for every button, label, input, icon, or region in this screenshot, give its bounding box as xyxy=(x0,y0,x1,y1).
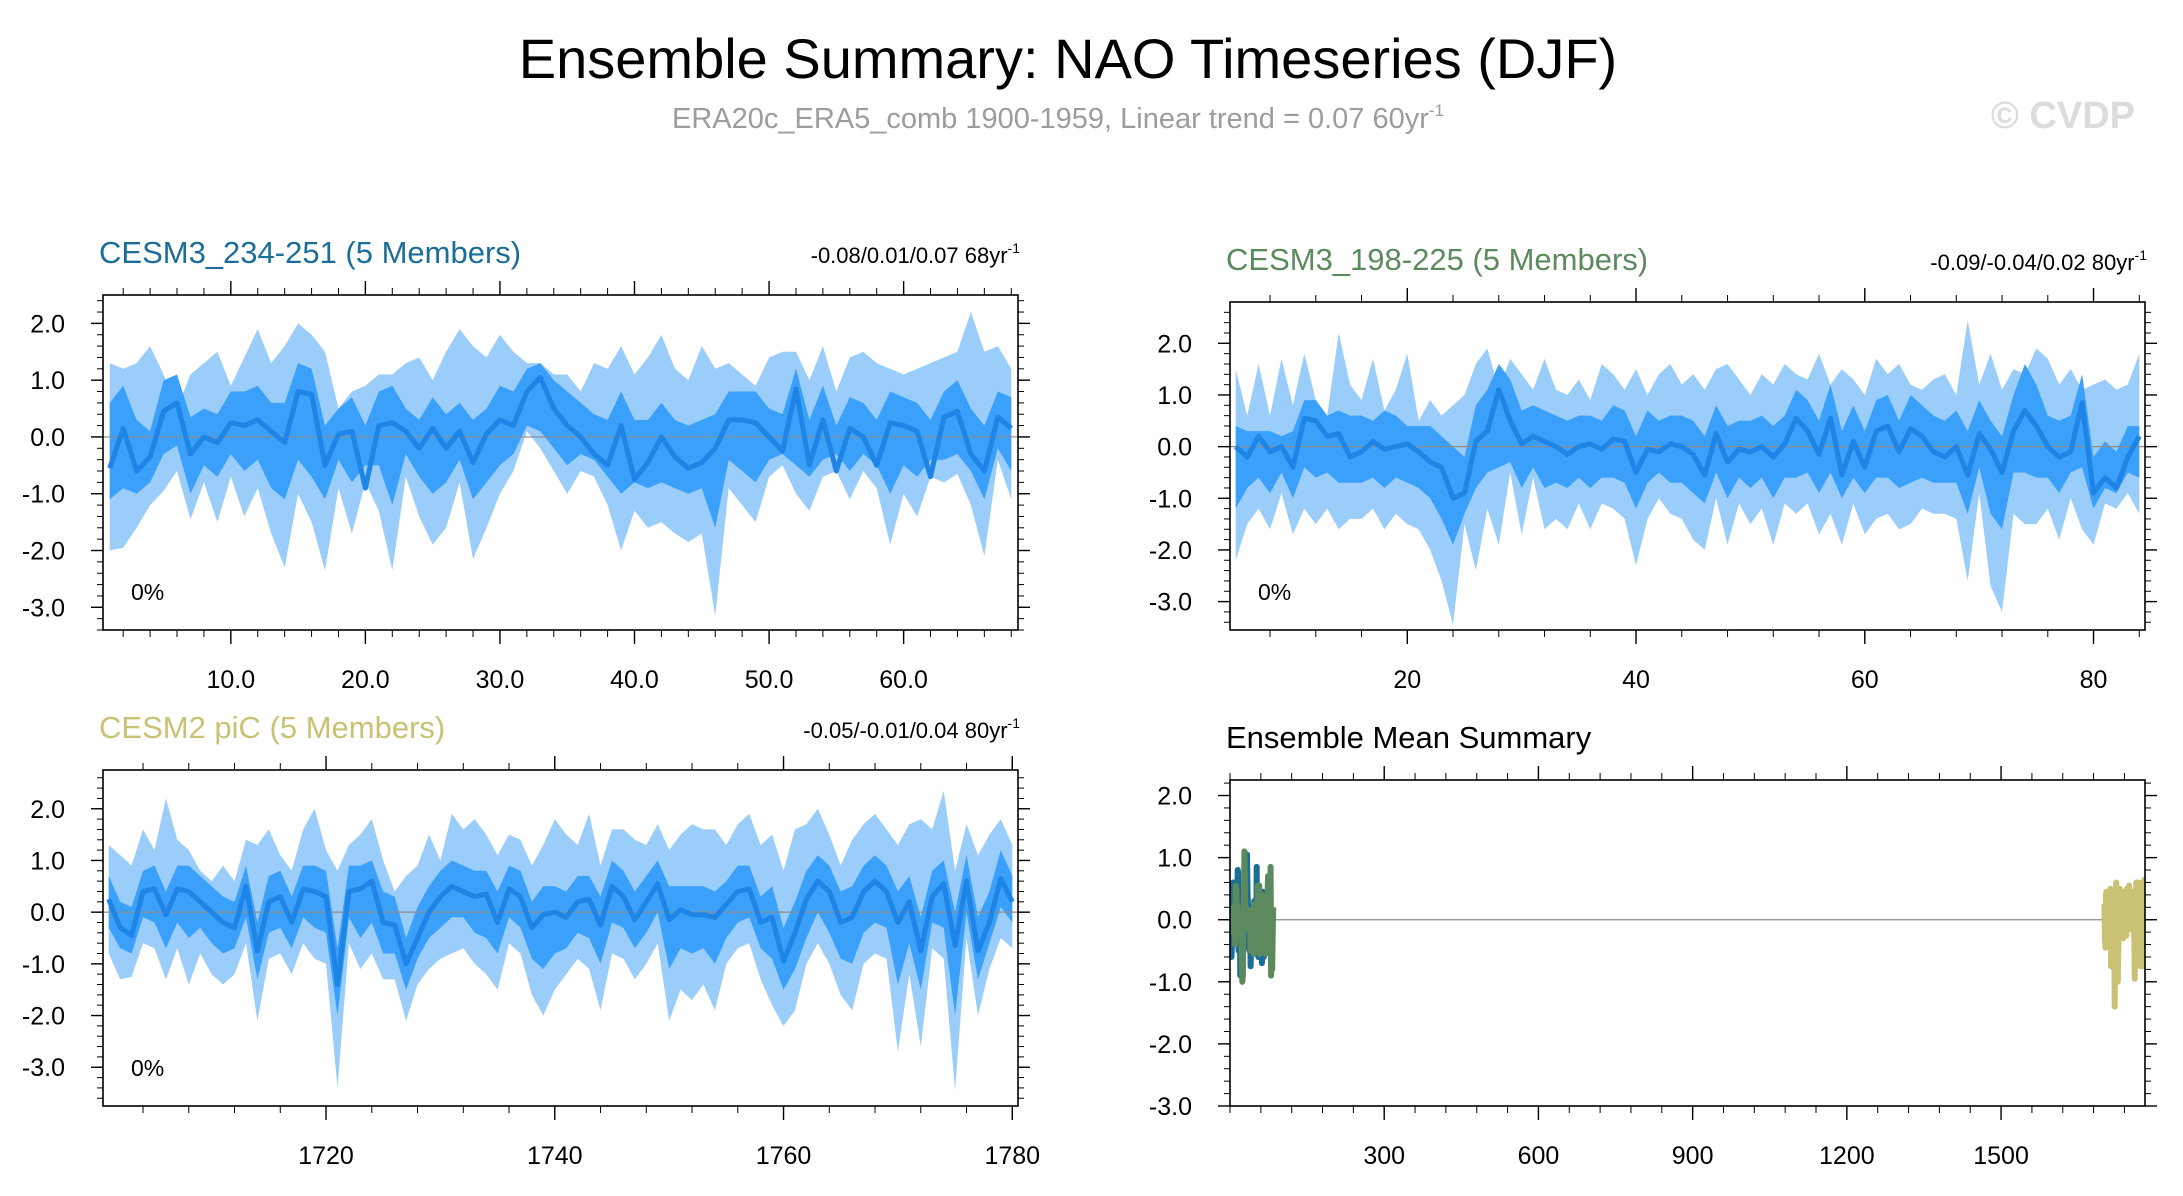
series-line xyxy=(1230,848,1277,985)
x-tick-label: 40 xyxy=(1622,666,1650,694)
y-tick-label: 2.0 xyxy=(1157,330,1192,358)
ensemble-mean-line xyxy=(107,374,1013,491)
plot-area xyxy=(1230,848,2145,1010)
plot-area xyxy=(1230,320,2145,625)
y-tick-label: -3.0 xyxy=(22,1054,65,1082)
y-tick-label: -1.0 xyxy=(22,481,65,509)
x-tick-label: 1500 xyxy=(1973,1142,2029,1170)
panel-title: CESM3_234-251 (5 Members) xyxy=(99,235,521,270)
y-tick-label: -1.0 xyxy=(1149,969,1192,997)
percent-label: 0% xyxy=(1258,579,1291,605)
subtitle-exponent: -1 xyxy=(1429,101,1444,120)
ensemble-mean-line xyxy=(106,876,1015,987)
y-tick-label: 2.0 xyxy=(30,796,65,824)
y-tick-label: -3.0 xyxy=(1149,589,1192,617)
plot-frame xyxy=(102,769,1019,1107)
x-tick-label: 50.0 xyxy=(745,666,794,694)
series-line xyxy=(2101,876,2145,1010)
subtitle-text: ERA20c_ERA5_comb 1900-1959, Linear trend… xyxy=(672,103,1429,135)
band-10-90 xyxy=(109,312,1012,616)
trend-text: -0.08/0.01/0.07 68yr xyxy=(811,243,1008,268)
trend-exponent: -1 xyxy=(1008,715,1021,731)
x-tick-label: 20 xyxy=(1393,666,1421,694)
y-tick-label: 1.0 xyxy=(1157,845,1192,873)
y-tick-label: 2.0 xyxy=(30,310,65,338)
y-tick-label: -2.0 xyxy=(22,538,65,566)
figure-title: Ensemble Summary: NAO Timeseries (DJF) xyxy=(519,27,1617,90)
y-tick-label: 2.0 xyxy=(1157,783,1192,811)
band-25-75 xyxy=(109,363,1012,528)
x-tick-label: 60 xyxy=(1851,666,1879,694)
y-tick-label: 0.0 xyxy=(30,424,65,452)
x-tick-label: 1740 xyxy=(527,1142,583,1170)
percent-label: 0% xyxy=(131,579,164,605)
plot-frame xyxy=(1229,301,2146,631)
y-tick-label: -2.0 xyxy=(1149,537,1192,565)
x-tick-label: 20.0 xyxy=(341,666,390,694)
y-tick-label: 0.0 xyxy=(30,899,65,927)
trend-label: -0.05/-0.01/0.04 80yr-1 xyxy=(803,715,1020,743)
x-tick-label: 30.0 xyxy=(476,666,525,694)
trend-label: -0.09/-0.04/0.02 80yr-1 xyxy=(1930,247,2147,275)
plot-area xyxy=(103,790,1018,1091)
trend-exponent: -1 xyxy=(2135,247,2148,263)
plot-frame xyxy=(1229,779,2146,1107)
x-tick-label: 60.0 xyxy=(879,666,928,694)
y-tick-label: 1.0 xyxy=(30,367,65,395)
band-25-75 xyxy=(1235,364,2140,545)
y-tick-label: -2.0 xyxy=(1149,1031,1192,1059)
x-tick-label: 80 xyxy=(2080,666,2108,694)
y-tick-label: 0.0 xyxy=(1157,434,1192,462)
panel-title: Ensemble Mean Summary xyxy=(1226,720,1592,755)
trend-text: -0.05/-0.01/0.04 80yr xyxy=(803,718,1007,743)
y-tick-label: -2.0 xyxy=(22,1003,65,1031)
percent-label: 0% xyxy=(131,1055,164,1081)
y-tick-label: 0.0 xyxy=(1157,907,1192,935)
trend-exponent: -1 xyxy=(1008,240,1021,256)
ensemble-mean-line xyxy=(1234,387,2142,501)
x-tick-label: 1760 xyxy=(756,1142,812,1170)
y-tick-label: -1.0 xyxy=(22,951,65,979)
panel-title: CESM3_198-225 (5 Members) xyxy=(1226,242,1648,277)
panel-cesm3-234: CESM3_234-251 (5 Members) -0.08/0.01/0.07… xyxy=(22,235,1030,694)
x-tick-label: 1780 xyxy=(984,1142,1040,1170)
y-tick-label: 1.0 xyxy=(1157,382,1192,410)
y-tick-label: -3.0 xyxy=(22,594,65,622)
plot-frame xyxy=(102,294,1019,631)
x-tick-label: 600 xyxy=(1518,1142,1560,1170)
plot-area xyxy=(103,312,1018,616)
panel-ensemble-mean: Ensemble Mean Summary 2.0 1.0 0.0 -1.0 -2.0 -3… xyxy=(1149,720,2157,1170)
trend-text: -0.09/-0.04/0.02 80yr xyxy=(1930,250,2134,275)
panel-cesm2-pic: CESM2 piC (5 Members) -0.05/-0.01/0.04 80… xyxy=(22,710,1040,1170)
x-tick-label: 900 xyxy=(1672,1142,1714,1170)
watermark: © CVDP xyxy=(1991,95,2135,137)
y-tick-label: -1.0 xyxy=(1149,485,1192,513)
x-tick-label: 300 xyxy=(1363,1142,1405,1170)
x-tick-label: 10.0 xyxy=(206,666,255,694)
y-tick-label: 1.0 xyxy=(30,847,65,875)
figure-subtitle: ERA20c_ERA5_comb 1900-1959, Linear trend… xyxy=(672,101,1444,135)
x-tick-label: 1200 xyxy=(1819,1142,1875,1170)
x-tick-label: 1720 xyxy=(298,1142,354,1170)
trend-label: -0.08/0.01/0.07 68yr-1 xyxy=(811,240,1021,268)
y-tick-label: -3.0 xyxy=(1149,1093,1192,1121)
panel-cesm3-198: CESM3_198-225 (5 Members) -0.09/-0.04/0.0… xyxy=(1149,242,2157,694)
panel-title: CESM2 piC (5 Members) xyxy=(99,710,445,745)
x-tick-label: 40.0 xyxy=(610,666,659,694)
